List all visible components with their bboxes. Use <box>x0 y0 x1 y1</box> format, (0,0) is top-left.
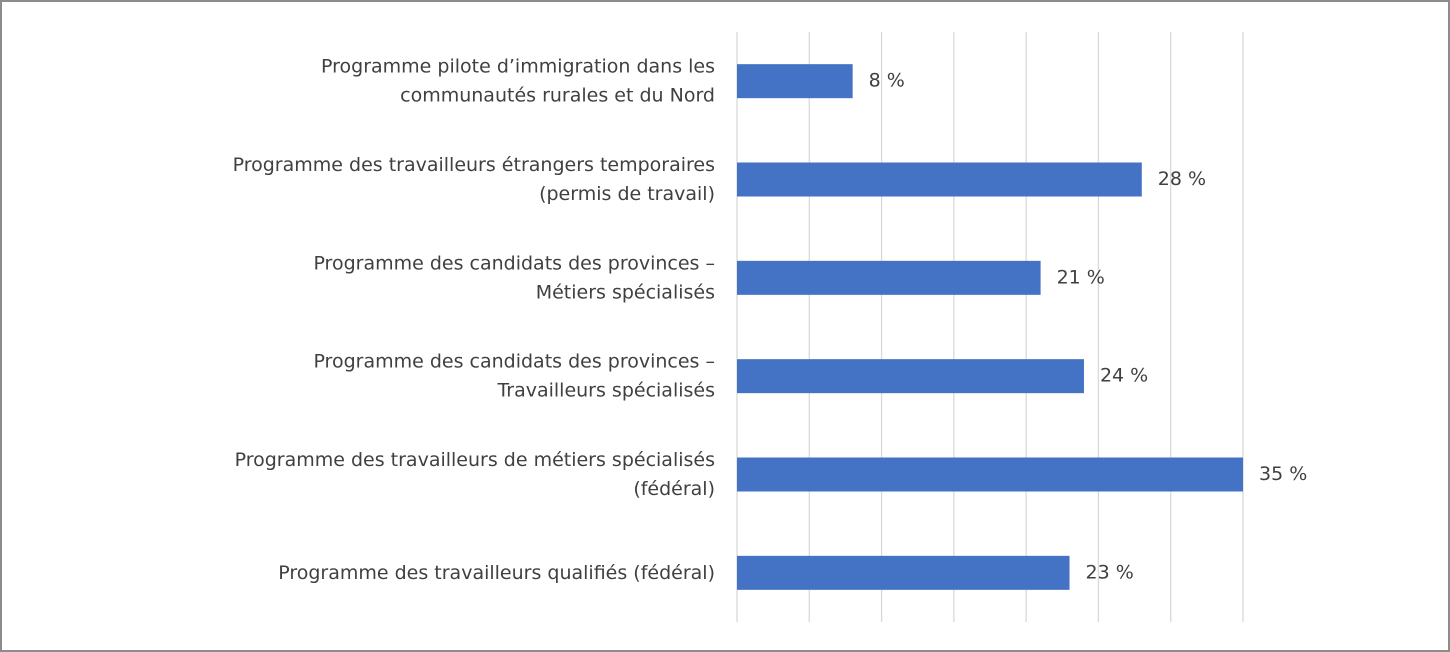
category-line: Métiers spécialisés <box>536 281 715 303</box>
category-line: communautés rurales et du Nord <box>400 84 715 106</box>
category-line: (fédéral) <box>633 478 715 500</box>
value-label: 8 % <box>869 70 905 92</box>
category-label: Programme pilote d’immigration dans les c… <box>321 55 715 106</box>
bar <box>737 555 1070 590</box>
category-label: Programme des travailleurs qualifiés (fé… <box>278 561 715 583</box>
category-line: Programme des candidats des provinces – <box>313 252 715 274</box>
value-label: 35 % <box>1259 463 1307 485</box>
category-line: Travailleurs spécialisés <box>496 379 715 401</box>
category-label: Programme des travailleurs de métiers sp… <box>235 449 715 500</box>
bar <box>737 457 1243 492</box>
category-line: (permis de travail) <box>539 183 715 205</box>
category-line: Programme des travailleurs étrangers tem… <box>233 154 715 176</box>
value-label: 23 % <box>1086 561 1134 583</box>
category-label: Programme des candidats des provinces – T… <box>313 350 715 401</box>
category-label: Programme des candidats des provinces – M… <box>313 252 715 303</box>
category-line: Programme des candidats des provinces – <box>313 350 715 372</box>
category-line: Programme pilote d’immigration dans les <box>321 55 715 77</box>
value-label: 28 % <box>1158 168 1206 190</box>
category-line: Programme des travailleurs qualifiés (fé… <box>278 561 715 583</box>
value-label: 24 % <box>1100 365 1148 387</box>
bar <box>737 359 1084 394</box>
bar <box>737 162 1142 197</box>
category-label: Programme des travailleurs étrangers tem… <box>233 154 715 205</box>
bar <box>737 64 853 99</box>
value-label: 21 % <box>1057 266 1105 288</box>
bar <box>737 260 1041 295</box>
category-line: Programme des travailleurs de métiers sp… <box>235 449 715 471</box>
